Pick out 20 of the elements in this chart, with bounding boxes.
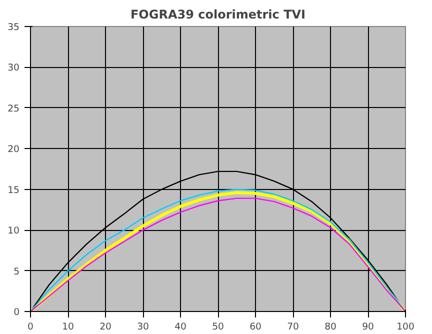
x-tick-label: 60 (250, 322, 262, 332)
x-tick-label: 80 (324, 322, 336, 332)
chart-title: FOGRA39 colorimetric TVI (130, 8, 306, 22)
y-tick-label: 5 (14, 266, 20, 278)
y-tick-label: 10 (8, 226, 20, 237)
x-tick-label: 40 (174, 322, 186, 332)
x-tick-label: 20 (100, 322, 112, 332)
x-tick-label: 100 (396, 322, 414, 332)
y-tick-label: 35 (8, 22, 20, 33)
x-tick-label: 90 (362, 322, 374, 332)
x-tick-label: 10 (62, 322, 74, 332)
x-tick-label: 70 (287, 322, 299, 332)
y-tick-label: 0 (14, 307, 20, 318)
y-tick-label: 20 (8, 144, 20, 156)
x-tick-label: 50 (212, 322, 224, 332)
y-tick-label: 25 (8, 103, 20, 114)
x-tick-label: 30 (137, 322, 149, 332)
y-tick-label: 15 (8, 184, 20, 196)
x-tick-label: 0 (28, 322, 34, 332)
y-tick-label: 30 (8, 62, 20, 74)
